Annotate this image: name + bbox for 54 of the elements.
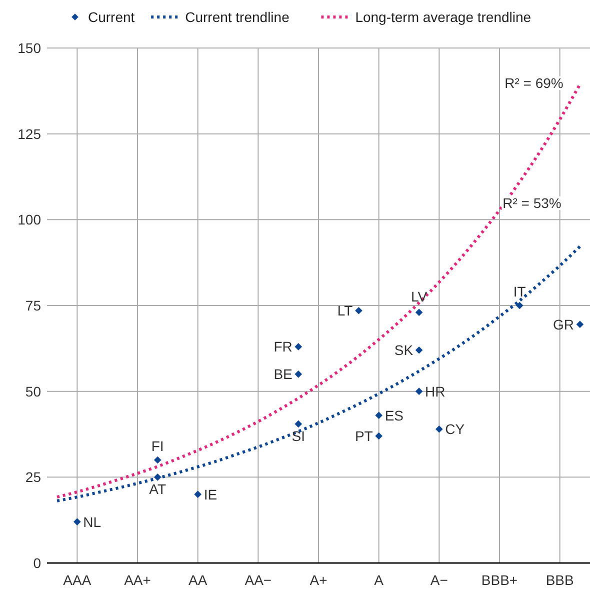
- annotation: R² = 69%: [504, 75, 564, 91]
- point: [154, 456, 162, 464]
- y-tick-label: 0: [33, 555, 42, 571]
- point: [516, 302, 524, 310]
- data-label: LT: [337, 302, 354, 319]
- point: [294, 343, 302, 350]
- legend-label: Current trendline: [185, 9, 290, 25]
- data-label: HR: [425, 383, 446, 400]
- data-label: CY: [445, 421, 466, 438]
- point: [74, 518, 81, 526]
- x-tick-label: AAA: [63, 572, 92, 588]
- point: [415, 346, 423, 354]
- x-tick-label: A: [374, 572, 384, 588]
- point: [576, 320, 584, 328]
- x-tick-label: BBB: [546, 572, 574, 588]
- y-tick-label: 50: [25, 383, 42, 400]
- data-label: SK: [394, 342, 414, 358]
- data-label: FI: [151, 438, 164, 454]
- legend-label: Current: [88, 9, 135, 25]
- y-tick-label: 125: [18, 126, 42, 142]
- x-tick-label: A−: [430, 572, 448, 588]
- x-tick-label: AA: [188, 572, 208, 588]
- data-label: PT: [354, 428, 374, 444]
- y-tick-label: 150: [18, 40, 42, 56]
- point: [154, 474, 162, 481]
- data-label: GR: [552, 316, 574, 332]
- point: [375, 412, 382, 420]
- data-label: NL: [83, 514, 102, 530]
- x-tick-label: BBB+: [481, 572, 518, 588]
- data-label: ES: [384, 407, 404, 424]
- point: [294, 420, 302, 428]
- data-label: AT: [149, 481, 166, 498]
- point: [415, 388, 423, 395]
- legend-label: Long-term average trendline: [355, 9, 532, 25]
- point: [415, 308, 423, 316]
- line-series: [56, 244, 582, 502]
- data-label: SI: [292, 428, 306, 444]
- point: [194, 490, 202, 498]
- y-tick-label: 75: [25, 298, 42, 314]
- data-label: IT: [513, 284, 526, 300]
- point: [375, 432, 382, 440]
- point: [355, 307, 362, 314]
- data-label: LV: [411, 288, 428, 304]
- data-label: FR: [274, 338, 292, 355]
- y-tick-label: 100: [18, 212, 42, 228]
- data-label: BE: [274, 366, 292, 382]
- y-tick-label: 25: [25, 469, 42, 486]
- annotation: R² = 53%: [502, 195, 562, 211]
- x-tick-label: AA+: [124, 572, 151, 588]
- point: [294, 370, 302, 378]
- point: [436, 425, 443, 433]
- data-label: IE: [204, 486, 218, 502]
- x-tick-label: A+: [310, 572, 328, 588]
- x-tick-label: AA−: [244, 572, 272, 588]
